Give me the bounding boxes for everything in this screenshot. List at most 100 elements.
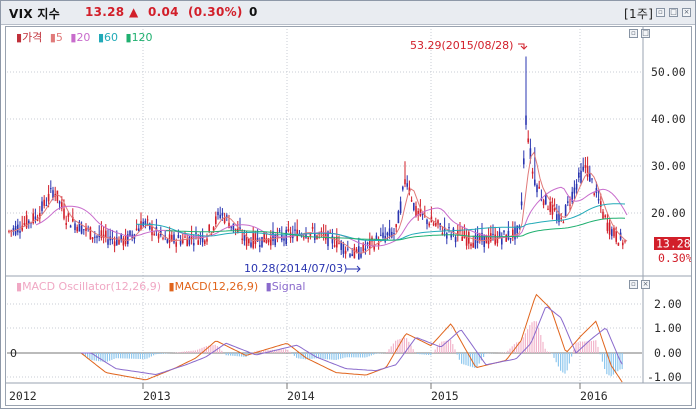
- candle-body: [454, 237, 457, 243]
- pane-restore-icon[interactable]: □: [641, 29, 650, 38]
- legend-ma5[interactable]: ▮5: [49, 31, 63, 44]
- candle-body: [149, 223, 151, 230]
- macd-zero-label: 0: [10, 347, 17, 360]
- candle-body: [549, 201, 551, 212]
- price-axis-label: 50.00: [651, 65, 686, 79]
- legend-ma20[interactable]: ▮20: [70, 31, 91, 44]
- legend-macd-oscillator[interactable]: ▮MACD Oscillator(12,26,9): [16, 280, 162, 293]
- candle-body: [538, 186, 540, 189]
- candle-body: [516, 225, 518, 234]
- legend-ma60[interactable]: ▮60: [97, 31, 118, 44]
- candle-body: [267, 238, 270, 243]
- maximize-icon[interactable]: □: [669, 8, 678, 17]
- candle-body: [408, 187, 411, 193]
- candle-body: [393, 232, 395, 235]
- candle-body: [556, 214, 558, 221]
- candle-body: [415, 206, 417, 217]
- candle-body: [509, 238, 512, 240]
- candle-body: [353, 247, 356, 259]
- candle-body: [327, 231, 329, 247]
- candle-body: [465, 237, 468, 246]
- candle-body: [432, 223, 435, 226]
- candle-body: [333, 245, 336, 247]
- candle-body: [74, 223, 76, 231]
- candle-body: [217, 211, 219, 216]
- candle-body: [362, 243, 364, 252]
- candle-body: [245, 236, 248, 247]
- candle-body: [600, 201, 602, 207]
- candle-body: [96, 236, 98, 238]
- candle-body: [270, 237, 272, 246]
- candle-body: [322, 233, 325, 237]
- period-button[interactable]: [1주]: [624, 7, 654, 21]
- candle-body: [259, 245, 261, 247]
- candle-body: [188, 236, 191, 245]
- candle-body: [127, 234, 129, 245]
- candle-body: [347, 248, 349, 250]
- close-icon[interactable]: ×: [682, 8, 691, 17]
- candle-body: [168, 234, 171, 243]
- candle-body: [406, 183, 408, 187]
- legend-ma120[interactable]: ▮120: [125, 31, 153, 44]
- candle-body: [586, 165, 589, 177]
- candle-body: [43, 199, 45, 206]
- candle-body: [289, 232, 292, 238]
- candle-body: [419, 208, 422, 217]
- macd-axis-label: -1.00: [647, 370, 682, 384]
- candle-body: [234, 228, 237, 231]
- candle-body: [512, 229, 514, 238]
- candle-body: [12, 228, 15, 231]
- candle-body: [287, 228, 290, 232]
- candle-body: [140, 221, 142, 231]
- candle-body: [83, 229, 85, 231]
- moving-average-line: [8, 151, 628, 254]
- candle-body: [608, 222, 611, 235]
- candle-body: [102, 234, 105, 238]
- candle-body: [248, 238, 250, 244]
- candle-body: [349, 254, 351, 257]
- macd-pane-minimize-icon[interactable]: ▫: [629, 280, 638, 289]
- current-price: 13.28: [85, 5, 125, 19]
- candle-body: [166, 239, 169, 243]
- candle-body: [591, 178, 593, 180]
- candle-body: [503, 230, 505, 233]
- candle-body: [476, 233, 479, 243]
- candle-body: [129, 230, 131, 236]
- candle-body: [54, 193, 56, 197]
- candle-body: [459, 230, 461, 232]
- candle-body: [41, 201, 43, 211]
- x-axis-ticks: [142, 383, 581, 389]
- candle-body: [118, 239, 120, 245]
- pane-minimize-icon[interactable]: ▫: [629, 29, 638, 38]
- candle-body: [421, 213, 424, 215]
- candle-body: [177, 235, 180, 239]
- candle-body: [534, 179, 536, 186]
- macd-legend: ▮MACD Oscillator(12,26,9) ▮MACD(12,26,9)…: [16, 280, 309, 293]
- candle-body: [435, 223, 437, 226]
- candle-body: [366, 242, 369, 245]
- price-axis-label: 40.00: [651, 112, 686, 126]
- candle-body: [197, 240, 199, 245]
- candle-body: [560, 217, 562, 219]
- candle-body: [410, 200, 413, 202]
- candle-body: [230, 226, 232, 228]
- candle-body: [58, 201, 61, 204]
- legend-price[interactable]: ▮가격: [16, 31, 43, 44]
- minimize-icon[interactable]: ▫: [656, 8, 665, 17]
- macd-oscillator-bars: [82, 321, 623, 377]
- candle-body: [584, 165, 587, 168]
- macd-pane-close-icon[interactable]: ×: [641, 280, 650, 289]
- volume-value: 0: [249, 5, 258, 19]
- candle-body: [547, 208, 549, 210]
- candle-body: [395, 224, 397, 228]
- candle-body: [263, 231, 265, 243]
- candle-body: [573, 187, 576, 194]
- candle-body: [536, 185, 538, 193]
- candle-body: [375, 235, 378, 240]
- candle-body: [221, 212, 224, 216]
- candle-body: [369, 239, 371, 249]
- legend-macd[interactable]: ▮MACD(12,26,9): [168, 280, 259, 293]
- macd-axis-label: 0.00: [654, 346, 682, 360]
- legend-signal[interactable]: ▮Signal: [265, 280, 306, 293]
